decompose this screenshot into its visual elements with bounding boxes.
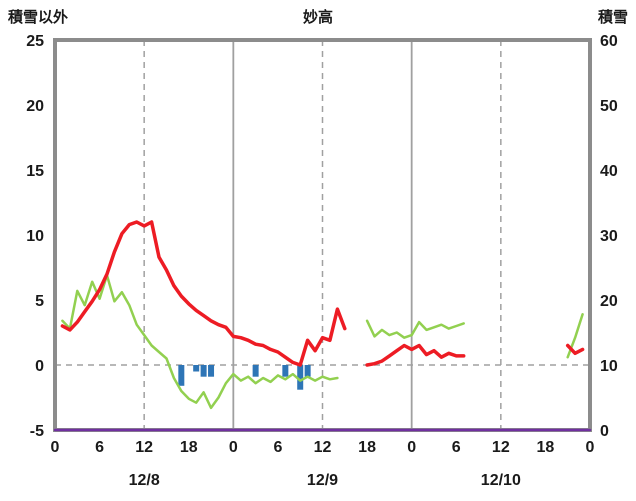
blue-bars (297, 365, 304, 390)
right-axis-tick-label: 40 (600, 163, 618, 180)
x-axis-hour-label: 18 (358, 439, 376, 456)
right-axis-title: 積雪 (597, 9, 628, 26)
x-axis-hour-label: 0 (51, 439, 60, 456)
left-axis-tick-label: 10 (26, 228, 44, 245)
left-axis-tick-label: 25 (26, 33, 44, 50)
left-axis-title: 積雪以外 (8, 9, 69, 26)
red-line (565, 343, 585, 356)
x-axis-date-label: 12/8 (129, 472, 160, 489)
blue-bars (193, 365, 200, 372)
red-line (60, 220, 347, 367)
x-axis-date-label: 12/10 (481, 472, 521, 489)
right-axis-tick-label: 50 (600, 98, 618, 115)
x-axis-hour-label: 18 (537, 439, 555, 456)
blue-bars (304, 365, 311, 377)
x-axis-hour-label: 12 (492, 439, 510, 456)
left-axis-tick-label: 0 (35, 358, 44, 375)
right-axis-tick-label: 10 (600, 358, 618, 375)
station-name: 妙高 (302, 9, 334, 26)
x-axis-date-label: 12/9 (307, 472, 338, 489)
blue-bars (282, 365, 289, 377)
green-line (61, 274, 339, 410)
left-axis-tick-label: 5 (35, 293, 44, 310)
red-line (365, 343, 466, 367)
x-axis-hour-label: 0 (407, 439, 416, 456)
left-axis-tick-label: 15 (26, 163, 44, 180)
x-axis-hour-label: 12 (314, 439, 332, 456)
x-axis-hour-label: 6 (452, 439, 461, 456)
left-axis-tick-label: 20 (26, 98, 44, 115)
blue-bars (200, 365, 207, 377)
blue-bars (208, 365, 215, 377)
right-axis-tick-label: 30 (600, 228, 618, 245)
x-axis-hour-label: 6 (273, 439, 282, 456)
green-line (365, 319, 465, 339)
blue-bars (178, 365, 185, 386)
x-axis-hour-label: 12 (135, 439, 153, 456)
x-axis-hour-label: 6 (95, 439, 104, 456)
x-axis-hour-label: 18 (180, 439, 198, 456)
green-line (566, 313, 584, 359)
right-axis-tick-label: 60 (600, 33, 618, 50)
left-axis-tick-label: -5 (30, 423, 44, 440)
blue-bars (252, 365, 259, 377)
x-axis-hour-label: 0 (586, 439, 595, 456)
right-axis-tick-label: 20 (600, 293, 618, 310)
right-axis-tick-label: 0 (600, 423, 609, 440)
x-axis-hour-label: 0 (229, 439, 238, 456)
